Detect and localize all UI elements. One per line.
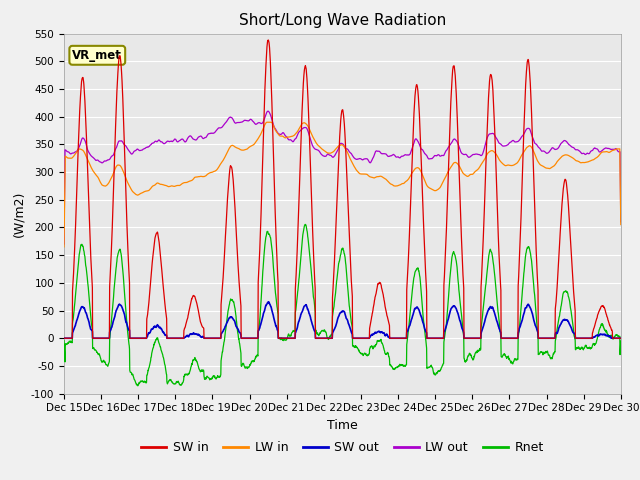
Line: Rnet: Rnet (64, 225, 621, 386)
LW out (216, 125, 223, 131)
LW in (584, 159, 591, 165)
SW in (60, 336, 68, 341)
Line: SW out: SW out (64, 302, 621, 338)
LW in (216, 163, 223, 169)
LW out (568, 144, 575, 150)
LW out (60, 241, 68, 247)
Legend: SW in, LW in, SW out, LW out, Rnet: SW in, LW in, SW out, LW out, Rnet (136, 436, 548, 459)
SW out (60, 336, 68, 341)
LW in (264, 120, 271, 125)
SW out (359, 336, 367, 341)
X-axis label: Time: Time (327, 419, 358, 432)
Title: Short/Long Wave Radiation: Short/Long Wave Radiation (239, 13, 446, 28)
SW in (568, 261, 575, 266)
LW out (584, 150, 591, 156)
Line: SW in: SW in (64, 40, 621, 338)
SW in (264, 37, 272, 43)
SW out (617, 336, 625, 341)
LW out (617, 219, 625, 225)
LW out (264, 108, 272, 114)
LW in (60, 244, 68, 250)
LW out (504, 142, 512, 147)
LW in (359, 171, 367, 177)
Rnet (359, 352, 367, 358)
LW in (617, 222, 625, 228)
SW out (504, 336, 512, 341)
Rnet (584, 346, 591, 351)
Line: LW out: LW out (64, 111, 621, 244)
Line: LW in: LW in (64, 122, 621, 247)
SW in (216, 336, 223, 341)
LW out (359, 157, 367, 163)
Y-axis label: (W/m2): (W/m2) (12, 191, 26, 237)
LW in (504, 162, 512, 168)
SW in (584, 336, 591, 341)
SW in (504, 336, 512, 341)
SW out (216, 336, 223, 341)
SW in (371, 297, 379, 302)
Rnet (60, 338, 68, 344)
SW in (359, 336, 367, 341)
SW out (568, 327, 575, 333)
Rnet (617, 338, 625, 344)
Rnet (505, 355, 513, 360)
LW in (568, 155, 575, 160)
Rnet (134, 383, 141, 389)
SW out (371, 330, 379, 336)
SW out (264, 299, 272, 305)
SW out (584, 336, 591, 341)
LW out (371, 151, 379, 156)
LW in (371, 175, 379, 180)
SW in (617, 336, 625, 341)
Rnet (371, 344, 379, 349)
Text: VR_met: VR_met (72, 49, 122, 62)
Rnet (301, 222, 309, 228)
Rnet (568, 316, 576, 322)
Rnet (216, 373, 223, 379)
